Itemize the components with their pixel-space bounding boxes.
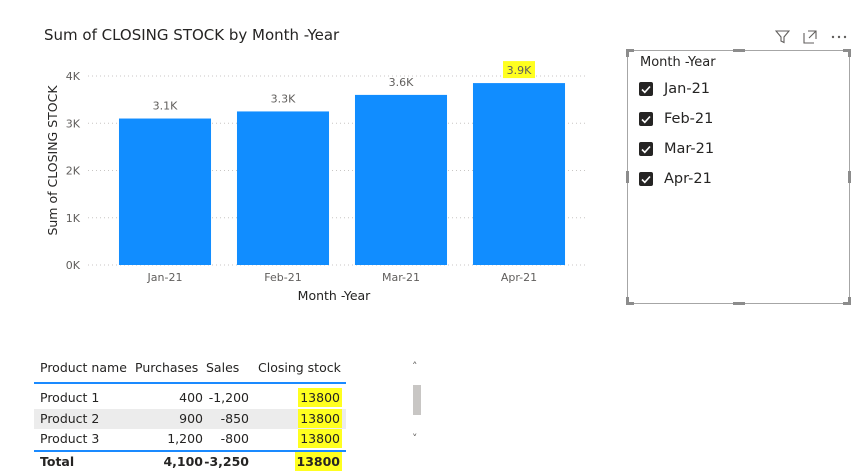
cell-sales: -850 bbox=[220, 410, 249, 426]
more-options-icon[interactable] bbox=[829, 28, 849, 46]
cell-closing-stock: 13800 bbox=[298, 388, 342, 407]
column-header-product-name[interactable]: Product name bbox=[40, 360, 127, 375]
cell-sales: -1,200 bbox=[208, 390, 249, 405]
data-label: 3.9K bbox=[507, 64, 532, 77]
resize-handle-bottom-left-v[interactable] bbox=[626, 297, 629, 305]
slicer-item-label: Apr-21 bbox=[664, 171, 712, 187]
slicer-item-jan-21[interactable]: Jan-21 bbox=[639, 79, 710, 99]
resize-handle-top-right[interactable] bbox=[843, 49, 851, 52]
x-tick-label: Feb-21 bbox=[264, 271, 301, 284]
focus-mode-icon[interactable] bbox=[801, 28, 819, 46]
column-header-purchases[interactable]: Purchases bbox=[135, 360, 199, 375]
checkbox-checked-icon[interactable] bbox=[639, 142, 653, 156]
checkbox-checked-icon[interactable] bbox=[639, 82, 653, 96]
scrollbar-thumb[interactable] bbox=[413, 385, 421, 415]
cell-total-purchases: 4,100 bbox=[163, 453, 203, 469]
slicer-item-feb-21[interactable]: Feb-21 bbox=[639, 109, 713, 129]
x-tick-label: Apr-21 bbox=[501, 271, 537, 284]
y-tick-label: 0K bbox=[66, 259, 81, 272]
slicer-item-mar-21[interactable]: Mar-21 bbox=[639, 139, 714, 159]
resize-handle-top-left[interactable] bbox=[626, 49, 634, 52]
data-label-highlight bbox=[503, 61, 535, 79]
resize-handle-bottom-right-v[interactable] bbox=[848, 297, 851, 305]
cell-purchases: 1,200 bbox=[167, 431, 203, 446]
x-axis-label: Month -Year bbox=[298, 288, 372, 303]
cell-product-name: Product 3 bbox=[40, 431, 100, 446]
checkbox-checked-icon[interactable] bbox=[639, 172, 653, 186]
y-tick-label: 2K bbox=[66, 165, 81, 178]
products-table: Product name Purchases Sales Closing sto… bbox=[34, 356, 346, 474]
table-row[interactable]: Product 3 1,200 -800 13800 bbox=[34, 429, 346, 450]
filter-icon[interactable] bbox=[773, 28, 791, 46]
x-tick-label: Jan-21 bbox=[147, 271, 183, 284]
data-label: 3.3K bbox=[271, 92, 296, 105]
y-tick-label: 1K bbox=[66, 212, 81, 225]
data-label: 3.1K bbox=[153, 100, 178, 113]
table-row[interactable]: Product 2 900 -850 13800 bbox=[34, 408, 346, 429]
resize-handle-right[interactable] bbox=[848, 171, 851, 183]
y-tick-label: 4K bbox=[66, 70, 81, 83]
y-tick-label: 3K bbox=[66, 117, 81, 130]
bar bbox=[118, 118, 212, 266]
bar bbox=[354, 94, 448, 266]
cell-product-name: Product 2 bbox=[40, 410, 100, 426]
slicer-item-label: Jan-21 bbox=[664, 81, 711, 97]
x-tick-label: Mar-21 bbox=[382, 271, 420, 284]
bar bbox=[472, 83, 566, 266]
chart-title: Sum of CLOSING STOCK by Month -Year bbox=[44, 26, 340, 44]
slicer-header: Month -Year bbox=[640, 55, 716, 70]
slicer-item-label: Feb-21 bbox=[664, 111, 714, 127]
scroll-up-button[interactable]: ˄ bbox=[412, 360, 418, 373]
slicer-item-label: Mar-21 bbox=[664, 141, 715, 157]
cell-product-name: Product 1 bbox=[40, 390, 100, 405]
resize-handle-left[interactable] bbox=[626, 171, 629, 183]
resize-handle-top-right-v[interactable] bbox=[848, 49, 851, 57]
resize-handle-bottom-left[interactable] bbox=[626, 302, 634, 305]
slicer-item-apr-21[interactable]: Apr-21 bbox=[639, 169, 712, 189]
bar-chart: 0K 1K 2K 3K 4K Sum of CLOSING STOCK Month -Yea… bbox=[45, 61, 588, 303]
y-axis-label: Sum of CLOSING STOCK bbox=[45, 85, 60, 236]
resize-handle-bottom-right[interactable] bbox=[843, 302, 851, 305]
bar bbox=[236, 111, 330, 265]
column-header-sales[interactable]: Sales bbox=[206, 360, 240, 375]
month-year-slicer[interactable]: Month -Year Jan-21 Feb-21 Mar-21 Apr-21 bbox=[626, 49, 851, 305]
resize-handle-top[interactable] bbox=[733, 49, 745, 52]
cell-closing-stock: 13800 bbox=[298, 408, 342, 428]
cell-purchases: 400 bbox=[179, 390, 203, 405]
table-total-row: Total 4,100 -3,250 13800 bbox=[34, 449, 346, 474]
cell-total-closing-stock: 13800 bbox=[294, 451, 342, 471]
table-row[interactable]: Product 1 400 -1,200 13800 bbox=[34, 388, 346, 409]
table-header-row: Product name Purchases Sales Closing sto… bbox=[34, 356, 346, 384]
column-header-closing-stock[interactable]: Closing stock bbox=[258, 360, 341, 375]
cell-total-label: Total bbox=[40, 453, 75, 469]
scroll-down-button[interactable]: ˅ bbox=[412, 432, 418, 445]
cell-sales: -800 bbox=[220, 431, 249, 446]
cell-closing-stock: 13800 bbox=[298, 429, 342, 448]
resize-handle-bottom[interactable] bbox=[733, 302, 745, 305]
cell-total-sales: -3,250 bbox=[204, 453, 249, 469]
resize-handle-top-left-v[interactable] bbox=[626, 49, 629, 57]
cell-purchases: 900 bbox=[179, 410, 203, 426]
checkbox-checked-icon[interactable] bbox=[639, 112, 653, 126]
data-label: 3.6K bbox=[389, 76, 414, 89]
